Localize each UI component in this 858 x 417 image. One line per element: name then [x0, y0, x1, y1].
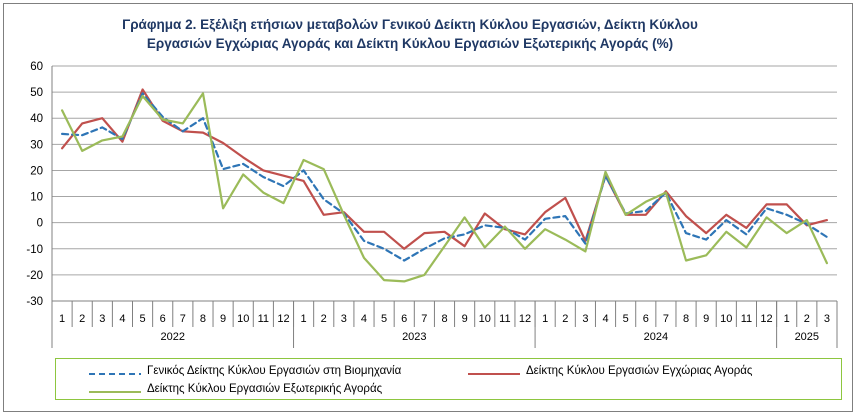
legend-swatch-foreign-index: [89, 391, 141, 393]
chart-legend: Γενικός Δείκτης Κύκλου Εργασιών στη Βιομ…: [55, 358, 842, 400]
x-tick-label: 12: [519, 313, 531, 325]
x-tick-label: 7: [421, 313, 427, 325]
x-tick-label: 6: [401, 313, 407, 325]
series-line-2: [60, 92, 829, 283]
x-tick-label: 7: [180, 313, 186, 325]
x-tick-label: 11: [741, 313, 752, 325]
series-line-0: [60, 92, 829, 262]
x-tick-label: 5: [140, 313, 146, 325]
x-tick-label: 4: [361, 313, 367, 325]
year-label: 2024: [644, 331, 668, 343]
chart-title: Γράφημα 2. Εξέλιξη ετήσιων μεταβολών Γεν…: [4, 15, 816, 53]
y-tick-label: 50: [30, 87, 43, 99]
x-tick-label: 11: [258, 313, 269, 325]
x-tick-label: 7: [663, 313, 669, 325]
x-tick-label: 6: [643, 313, 649, 325]
x-tick-label: 8: [441, 313, 447, 325]
x-tick-label: 12: [760, 313, 772, 325]
legend-label-general-index: Γενικός Δείκτης Κύκλου Εργασιών στη Βιομ…: [147, 365, 402, 377]
y-tick-label: 0: [37, 218, 43, 230]
x-tick-label: 3: [582, 313, 588, 325]
y-tick-label: 10: [30, 192, 43, 204]
x-tick-label: 3: [99, 313, 105, 325]
x-tick-label: 9: [220, 313, 226, 325]
x-tick-label: 9: [703, 313, 709, 325]
series-line-1: [60, 88, 829, 250]
x-tick-label: 8: [683, 313, 689, 325]
x-tick-label: 3: [341, 313, 347, 325]
x-tick-label: 4: [119, 313, 125, 325]
y-tick-label: 40: [30, 113, 43, 125]
x-tick-label: 1: [784, 313, 790, 325]
y-tick-label: 30: [30, 139, 43, 151]
year-label: 2025: [795, 331, 819, 343]
chart-frame: Γράφημα 2. Εξέλιξη ετήσιων μεταβολών Γεν…: [3, 3, 853, 412]
legend-label-domestic-index: Δείκτης Κύκλου Εργασιών Εγχώριας Αγοράς: [526, 365, 753, 377]
x-tick-label: 2: [804, 313, 810, 325]
x-tick-label: 5: [381, 313, 387, 325]
x-tick-label: 1: [542, 313, 548, 325]
y-tick-label: -20: [26, 270, 43, 282]
x-tick-label: 5: [623, 313, 629, 325]
x-tick-label: 1: [59, 313, 65, 325]
x-tick-label: 10: [479, 313, 491, 325]
x-tick-label: 6: [160, 313, 166, 325]
x-tick-label: 2: [321, 313, 327, 325]
y-tick-label: 20: [30, 165, 43, 177]
y-tick-label: -30: [26, 296, 43, 308]
x-tick-label: 10: [237, 313, 249, 325]
legend-swatch-general-index: [89, 373, 141, 375]
year-label: 2023: [402, 331, 426, 343]
x-tick-label: 9: [462, 313, 468, 325]
y-tick-label: -10: [26, 244, 43, 256]
x-tick-label: 3: [824, 313, 830, 325]
x-tick-label: 10: [720, 313, 732, 325]
x-tick-label: 8: [200, 313, 206, 325]
legend-swatch-domestic-index: [468, 373, 520, 375]
x-tick-label: 2: [562, 313, 568, 325]
x-tick-label: 4: [602, 313, 608, 325]
legend-label-foreign-index: Δείκτης Κύκλου Εργασιών Εξωτερικής Αγορά…: [147, 383, 383, 395]
chart-title-line-1: Γράφημα 2. Εξέλιξη ετήσιων μεταβολών Γεν…: [122, 17, 698, 32]
chart-title-line-2: Εργασιών Εγχώριας Αγοράς και Δείκτη Κύκλ…: [146, 36, 674, 51]
x-tick-label: 1: [301, 313, 307, 325]
x-tick-label: 12: [277, 313, 289, 325]
y-tick-label: 60: [30, 61, 43, 73]
year-label: 2022: [161, 331, 185, 343]
x-tick-label: 11: [499, 313, 510, 325]
x-tick-label: 2: [79, 313, 85, 325]
